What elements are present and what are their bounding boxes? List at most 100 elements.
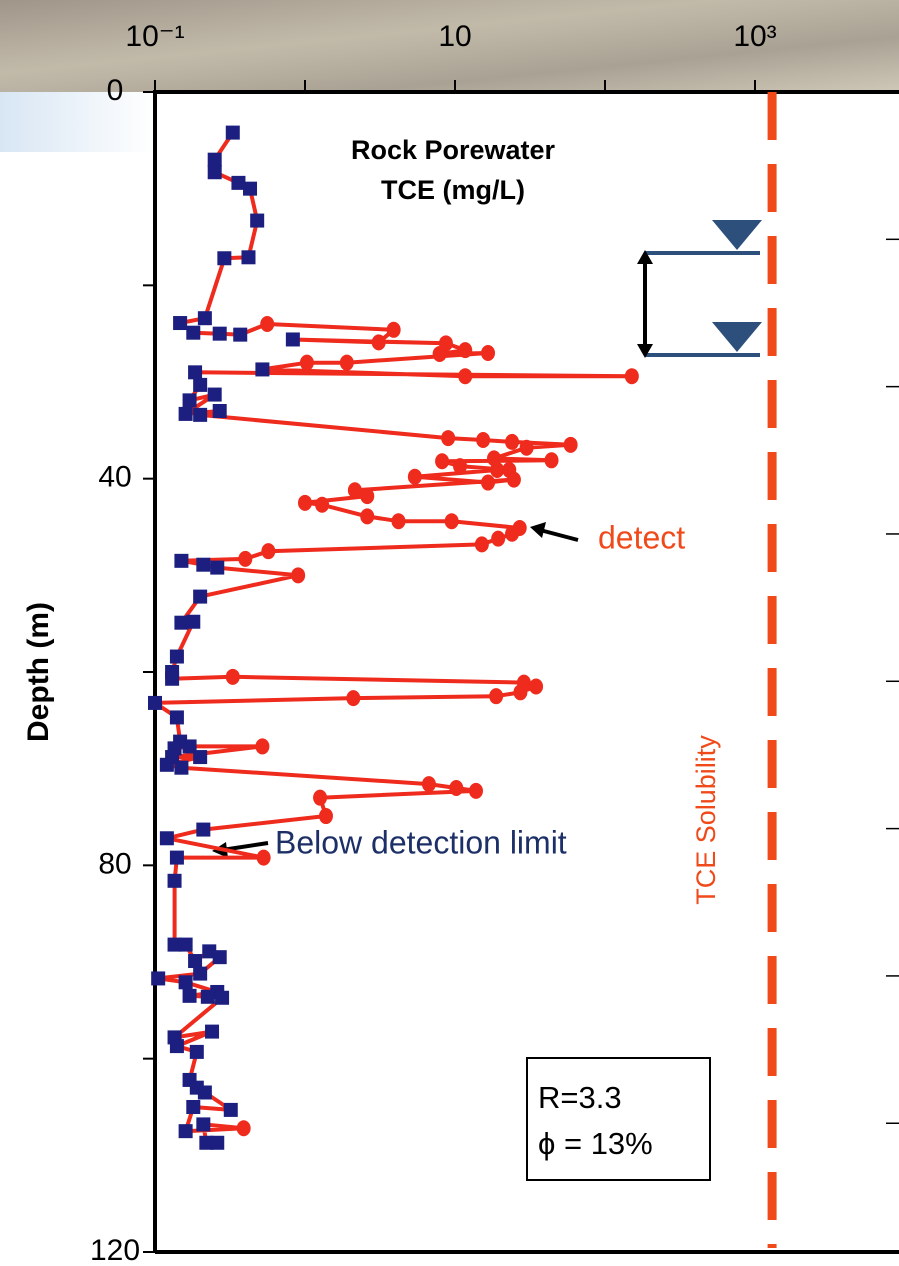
detect-marker — [481, 474, 496, 491]
nondetect-marker — [193, 407, 208, 422]
detect-marker — [347, 482, 362, 499]
nondetect-marker — [165, 671, 180, 686]
detect-marker — [291, 567, 306, 584]
detect-marker — [489, 688, 504, 705]
nondetect-marker — [196, 822, 211, 837]
stats-text: R=3.3 — [538, 1080, 622, 1115]
detect-marker — [505, 433, 520, 450]
detect-marker — [453, 458, 468, 475]
nondetect-marker — [173, 316, 188, 331]
nondetect-marker — [178, 1124, 193, 1139]
plot: 10⁻¹ 10 10³ 0 40 80 120 TCE Solubility — [90, 20, 899, 1266]
nondetect-marker — [212, 326, 227, 341]
nondetect-marker — [210, 1135, 225, 1150]
detect-marker — [260, 316, 275, 332]
annotation: Below detection limit — [275, 824, 567, 860]
nondetect-marker — [167, 873, 182, 888]
nondetect-marker — [159, 831, 174, 846]
water-level — [637, 220, 762, 358]
nondetect-marker — [182, 739, 197, 754]
nondetect-marker — [241, 250, 256, 265]
title-line: TCE (mg/L) — [381, 175, 525, 205]
detect-marker — [236, 1120, 251, 1137]
detect-marker — [313, 789, 328, 806]
nondetect-marker — [193, 589, 208, 604]
nondetect-marker — [199, 1135, 214, 1150]
detect-marker — [299, 354, 314, 371]
nondetect-marker — [197, 1085, 212, 1100]
detect-marker — [298, 494, 312, 511]
nondetect-marker — [174, 553, 189, 568]
detect-marker — [444, 513, 459, 530]
detect-marker — [255, 738, 270, 755]
nondetect-marker — [174, 615, 189, 630]
solubility-label: TCE Solubility — [691, 735, 721, 905]
nondetect-marker — [186, 614, 201, 629]
detect-marker — [339, 354, 354, 371]
blue-band — [0, 92, 155, 152]
detect-marker — [407, 468, 422, 485]
detect-marker — [360, 488, 375, 505]
nondetect-marker — [250, 213, 265, 228]
detect-marker — [544, 452, 559, 469]
nondetect-marker — [186, 325, 201, 340]
x-tick-label: 10 — [438, 20, 471, 53]
detect-marker — [624, 368, 639, 385]
detect-marker — [421, 776, 436, 793]
nondetect-marker — [225, 125, 240, 140]
nondetect-marker — [205, 1024, 220, 1039]
nondetect-marker — [231, 175, 246, 190]
nondetect-marker — [174, 760, 189, 775]
detect-marker — [261, 543, 276, 560]
detect-marker — [474, 536, 489, 553]
nondetect-marker — [210, 560, 225, 575]
nondetect-marker — [182, 393, 197, 408]
nondetect-marker — [217, 251, 232, 266]
nondetect-marker — [151, 971, 166, 986]
stats-box — [526, 1057, 711, 1181]
detect-marker — [315, 496, 330, 513]
nondetect-marker — [188, 365, 203, 380]
nondetect-marker — [182, 988, 197, 1003]
nondetect-marker — [159, 757, 174, 772]
nondetect-marker — [169, 710, 184, 725]
y-tick-label: 0 — [107, 74, 124, 107]
detect-marker — [563, 436, 578, 453]
detect-marker — [490, 461, 505, 478]
nondetect-marker — [186, 1100, 201, 1114]
y-tick-label: 80 — [98, 847, 131, 880]
nondetect-marker — [255, 362, 270, 377]
detect-marker — [441, 430, 456, 447]
nondetect-marker — [207, 152, 222, 167]
nondetect-marker — [178, 406, 193, 421]
nondetect-marker — [207, 165, 222, 180]
nondetect-marker — [212, 404, 227, 418]
nondetect-marker — [196, 1117, 211, 1132]
nondetect-marker — [285, 332, 300, 347]
stats-text: ϕ = 13% — [538, 1126, 653, 1161]
nondetect-marker — [148, 695, 162, 710]
nondetect-marker — [243, 181, 258, 196]
detect-marker — [458, 342, 473, 359]
detect-marker — [256, 849, 271, 866]
nondetect-marker — [167, 937, 182, 952]
nondetect-marker — [193, 750, 208, 765]
detect-marker — [458, 368, 473, 385]
y-tick-label: 40 — [98, 461, 131, 494]
detect-marker — [506, 471, 521, 488]
detect-marker — [238, 550, 253, 567]
nondetect-marker — [207, 387, 222, 402]
detect-marker — [491, 530, 506, 547]
nondetect-marker — [193, 966, 208, 981]
detect-marker — [346, 690, 361, 707]
detect-marker — [519, 439, 534, 456]
y-axis-label: Depth (m) — [22, 602, 55, 742]
detect-marker — [449, 780, 464, 796]
x-tick-label: 10³ — [733, 20, 776, 53]
nondetect-marker — [178, 975, 193, 990]
nondetect-marker — [169, 850, 184, 865]
nondetect-marker — [189, 1044, 204, 1059]
detect-marker — [476, 432, 491, 448]
